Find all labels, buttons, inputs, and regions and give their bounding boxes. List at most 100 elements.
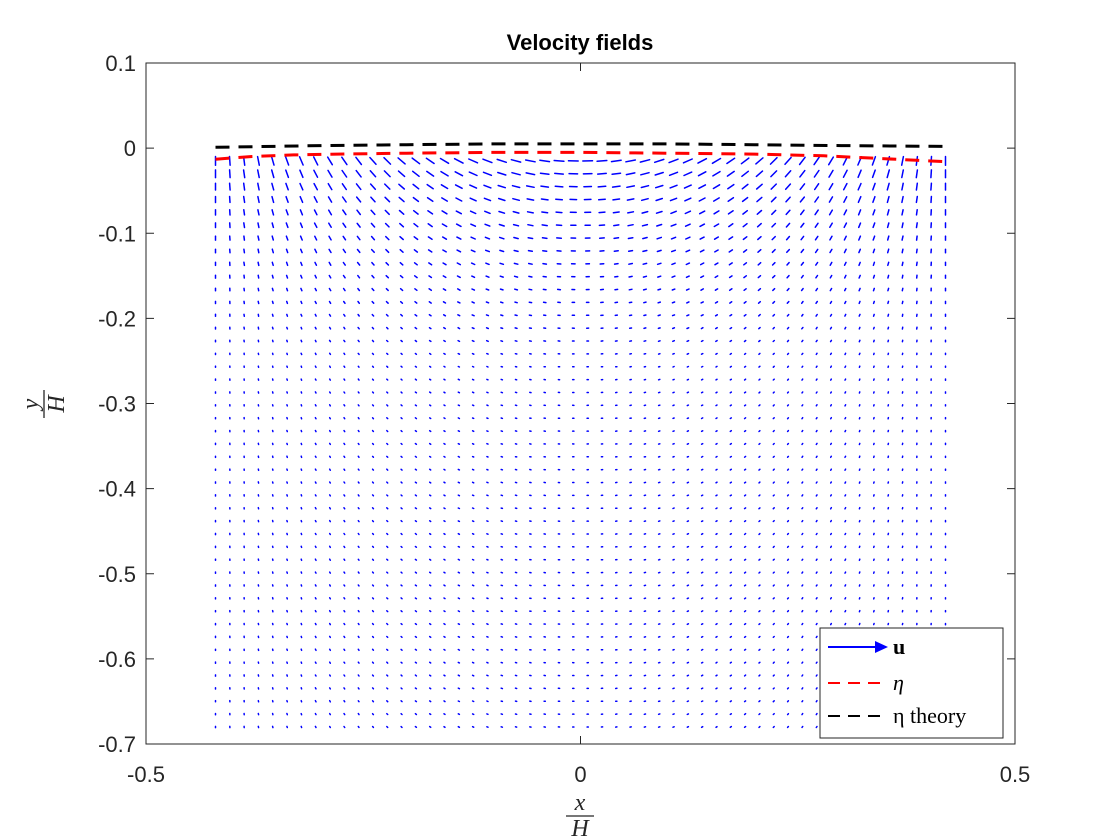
- quiver-arrow: [686, 430, 690, 433]
- quiver-arrow: [829, 455, 833, 459]
- quiver-arrow: [772, 326, 776, 330]
- quiver-arrow: [455, 210, 463, 215]
- quiver-arrow: [815, 507, 818, 510]
- quiver-arrow: [357, 274, 361, 279]
- quiver-arrow: [512, 210, 520, 214]
- quiver-arrow: [457, 635, 461, 638]
- quiver-arrow: [628, 275, 633, 278]
- quiver-arrow: [384, 209, 390, 216]
- quiver-arrow: [758, 545, 761, 549]
- quiver-arrow: [901, 195, 904, 204]
- quiver-arrow: [343, 584, 346, 587]
- quiver-arrow: [512, 223, 520, 227]
- quiver-arrow: [314, 494, 317, 497]
- quiver-arrow: [343, 507, 346, 510]
- quiver-arrow: [786, 571, 790, 574]
- quiver-arrow: [743, 275, 748, 279]
- quiver-arrow: [228, 155, 231, 166]
- quiver-arrow: [328, 597, 332, 600]
- quiver-arrow: [457, 404, 461, 407]
- quiver-arrow: [786, 635, 790, 639]
- quiver-arrow: [829, 339, 833, 343]
- quiver-arrow: [786, 248, 791, 254]
- quiver-arrow: [756, 196, 763, 203]
- quiver-arrow: [758, 712, 761, 716]
- quiver-arrow: [439, 157, 450, 165]
- quiver-arrow: [428, 622, 432, 626]
- quiver-arrow: [400, 468, 403, 471]
- quiver-arrow: [343, 326, 346, 330]
- quiver-arrow: [786, 468, 790, 471]
- quiver-arrow: [343, 378, 346, 381]
- quiver-arrow: [427, 210, 434, 215]
- quiver-arrow: [357, 507, 360, 510]
- quiver-arrow: [758, 661, 761, 664]
- quiver-arrow: [901, 261, 904, 267]
- quiver-arrow: [343, 352, 346, 356]
- quiver-arrow: [400, 417, 403, 420]
- quiver-arrow: [772, 725, 775, 729]
- quiver-arrow: [786, 313, 790, 317]
- quiver-arrow: [443, 532, 446, 536]
- quiver-arrow: [758, 326, 761, 330]
- quiver-arrow: [486, 545, 489, 548]
- quiver-arrow: [700, 558, 704, 561]
- quiver-arrow: [872, 235, 876, 241]
- quiver-arrow: [400, 313, 404, 317]
- quiver-arrow: [314, 597, 317, 600]
- quiver-arrow: [357, 661, 360, 664]
- quiver-arrow: [271, 195, 275, 204]
- quiver-arrow: [815, 261, 819, 266]
- quiver-arrow: [370, 209, 376, 216]
- quiver-arrow: [597, 185, 607, 188]
- quiver-arrow: [541, 211, 549, 214]
- quiver-arrow: [540, 185, 550, 188]
- quiver-arrow: [486, 352, 489, 355]
- quiver-arrow: [314, 635, 317, 639]
- quiver-arrow: [471, 365, 475, 368]
- quiver-arrow: [657, 314, 661, 317]
- quiver-arrow: [700, 326, 704, 330]
- quiver-arrow: [414, 597, 418, 600]
- quiver-arrow: [386, 674, 389, 677]
- quiver-arrow: [371, 481, 375, 484]
- quiver-arrow: [371, 274, 375, 279]
- quiver-arrow: [526, 198, 535, 201]
- quiver-arrow: [328, 404, 332, 407]
- quiver-arrow: [598, 211, 606, 214]
- quiver-arrow: [385, 248, 390, 254]
- quiver-arrow: [915, 209, 918, 216]
- quiver-arrow: [800, 222, 805, 228]
- quiver-arrow: [328, 687, 332, 690]
- quiver-arrow: [469, 197, 477, 202]
- quiver-arrow: [357, 352, 360, 356]
- quiver-arrow: [357, 391, 360, 394]
- quiver-arrow: [471, 378, 475, 381]
- quiver-arrow: [471, 545, 475, 548]
- quiver-arrow: [300, 352, 303, 356]
- quiver-arrow: [786, 648, 790, 651]
- quiver-arrow: [485, 327, 490, 330]
- quiver-arrow: [771, 248, 776, 254]
- quiver-arrow: [471, 481, 475, 484]
- quiver-arrow: [326, 156, 334, 166]
- quiver-arrow: [700, 571, 704, 574]
- quiver-arrow: [457, 571, 461, 574]
- quiver-arrow: [715, 597, 718, 600]
- quiver-arrow: [612, 211, 620, 214]
- quiver-arrow: [715, 507, 718, 510]
- quiver-arrow: [468, 171, 478, 177]
- quiver-arrow: [801, 687, 804, 690]
- quiver-arrow: [801, 648, 804, 652]
- quiver-arrow: [786, 365, 790, 368]
- quiver-arrow: [686, 378, 690, 381]
- quiver-arrow: [443, 700, 446, 703]
- quiver-arrow: [414, 622, 418, 626]
- quiver-arrow: [386, 648, 389, 651]
- quiver-arrow: [484, 210, 491, 215]
- quiver-arrow: [900, 155, 905, 166]
- quiver-arrow: [328, 699, 332, 703]
- quiver-arrow: [371, 287, 375, 292]
- quiver-arrow: [314, 429, 317, 433]
- quiver-arrow: [801, 545, 804, 549]
